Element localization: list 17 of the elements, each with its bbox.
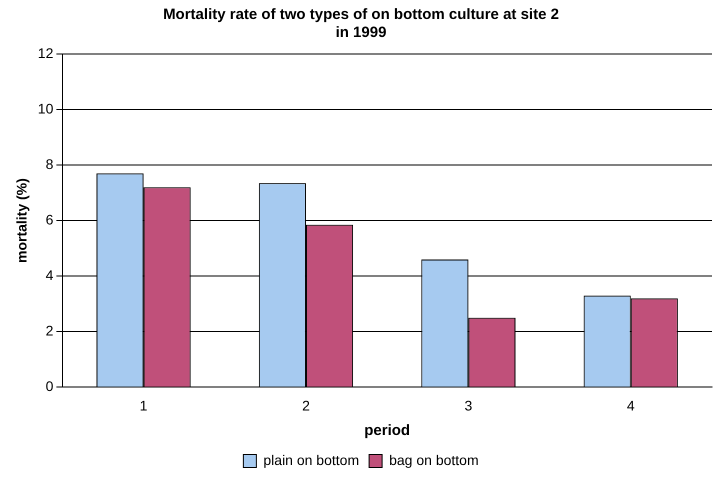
y-tick-label: 10 [38,100,54,116]
x-tick-label: 4 [626,397,635,414]
legend-label: bag on bottom [389,452,479,468]
y-axis-title: mortality (%) [13,178,30,263]
y-tick-label: 2 [46,322,54,339]
legend-label: plain on bottom [263,452,360,468]
x-tick-label: 3 [464,397,472,414]
x-axis-title: period [364,422,410,440]
x-tick-label: 2 [302,397,310,414]
y-tick-label: 6 [46,211,54,228]
y-tick-label: 4 [46,266,54,283]
y-tick-label: 12 [38,44,54,61]
text: in 1999 [336,24,386,42]
y-tick-label: 8 [46,156,54,172]
y-tick-label: 0 [46,378,54,394]
x-tick-label: 1 [140,397,148,414]
text: Mortality rate of two types of on bottom culture at site 2 [163,6,559,24]
